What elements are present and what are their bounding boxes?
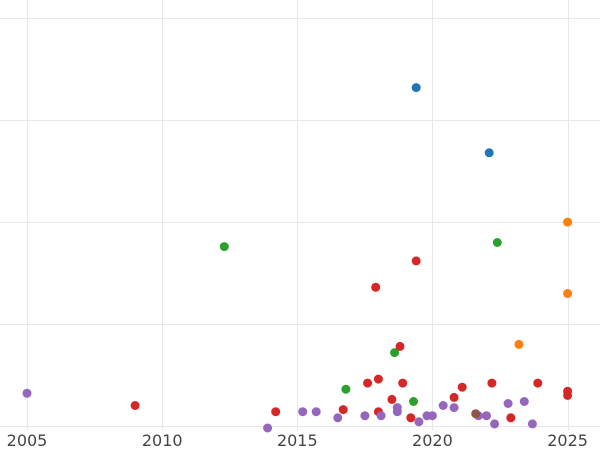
- x-tick-label-3: 2020: [412, 431, 453, 450]
- data-point-s4-3: [311, 407, 321, 417]
- data-point-s3-0: [130, 401, 140, 410]
- data-point-s3-14: [487, 378, 497, 388]
- data-point-s3-2: [338, 405, 348, 415]
- data-point-s4-6: [376, 411, 386, 421]
- data-point-s4-11: [427, 411, 437, 421]
- x-tick-label-0: 2005: [7, 431, 48, 450]
- data-point-s2-3: [341, 384, 351, 394]
- x-tick-label-4: 2025: [547, 431, 588, 450]
- data-point-s2-2: [390, 348, 400, 358]
- data-point-s0-0: [411, 83, 421, 93]
- data-point-s4-9: [414, 417, 424, 427]
- data-point-s3-8: [395, 341, 405, 351]
- data-point-s3-13: [457, 382, 467, 392]
- data-point-s3-9: [398, 378, 408, 388]
- data-point-s4-4: [333, 413, 343, 423]
- data-point-s3-16: [533, 378, 543, 388]
- data-point-s0-1: [484, 148, 494, 158]
- data-point-s3-12: [449, 392, 459, 402]
- data-point-s1-1: [563, 289, 573, 298]
- data-point-s4-8: [392, 403, 402, 413]
- data-point-s1-0: [563, 217, 573, 227]
- data-point-s4-0: [22, 388, 32, 398]
- x-tick-label-1: 2010: [142, 431, 183, 450]
- data-point-s3-1: [271, 407, 281, 417]
- data-point-s2-1: [492, 238, 502, 247]
- data-point-s4-1: [263, 423, 273, 433]
- data-point-s3-4: [371, 282, 381, 292]
- data-point-s4-16: [490, 419, 500, 429]
- data-point-s4-12: [438, 401, 448, 410]
- grid: [0, 0, 600, 430]
- data-point-s4-5: [360, 411, 370, 421]
- data-points: [22, 83, 573, 433]
- data-point-s4-17: [503, 399, 513, 408]
- data-point-s4-2: [298, 407, 308, 417]
- data-point-s5-0: [471, 409, 481, 419]
- data-point-s3-11: [411, 256, 421, 266]
- data-point-s4-13: [449, 403, 459, 413]
- data-point-s3-18: [563, 390, 573, 400]
- x-axis-ticks: 2005 2010 2015 2020 2025: [7, 431, 588, 450]
- data-point-s3-10: [406, 413, 416, 423]
- data-point-s3-5: [373, 374, 383, 384]
- data-point-s4-15: [482, 411, 491, 421]
- data-point-s2-0: [219, 242, 229, 252]
- data-point-s4-18: [519, 397, 529, 406]
- data-point-s1-2: [514, 339, 524, 349]
- data-point-s3-15: [506, 413, 516, 423]
- data-point-s3-3: [363, 378, 373, 388]
- data-point-s4-19: [527, 419, 537, 429]
- data-point-s2-4: [409, 397, 418, 406]
- x-tick-label-2: 2015: [277, 431, 318, 450]
- data-point-s3-7: [387, 394, 397, 404]
